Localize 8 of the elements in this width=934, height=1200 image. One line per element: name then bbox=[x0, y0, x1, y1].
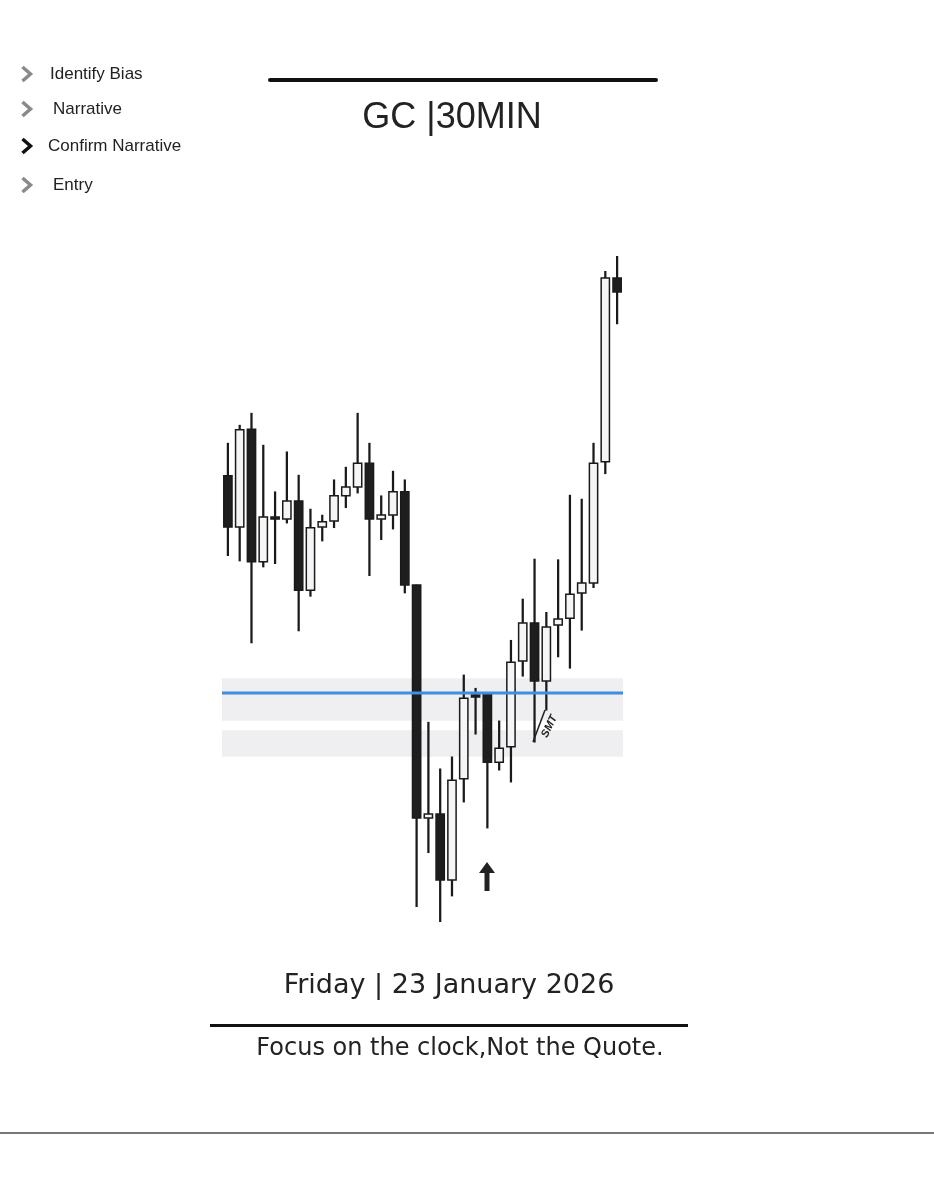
text: Narrative bbox=[53, 99, 122, 119]
annotation: SMT bbox=[538, 712, 560, 740]
text: Confirm Narrative bbox=[48, 136, 182, 156]
text: Entry bbox=[53, 175, 93, 195]
text: Focus on the clock,Not the Quote. bbox=[255, 1033, 665, 1061]
chart-title: GC |30MIN bbox=[362, 95, 542, 136]
text: Friday | 23 January 2026 bbox=[282, 968, 616, 999]
text: Identify Bias bbox=[50, 64, 143, 84]
